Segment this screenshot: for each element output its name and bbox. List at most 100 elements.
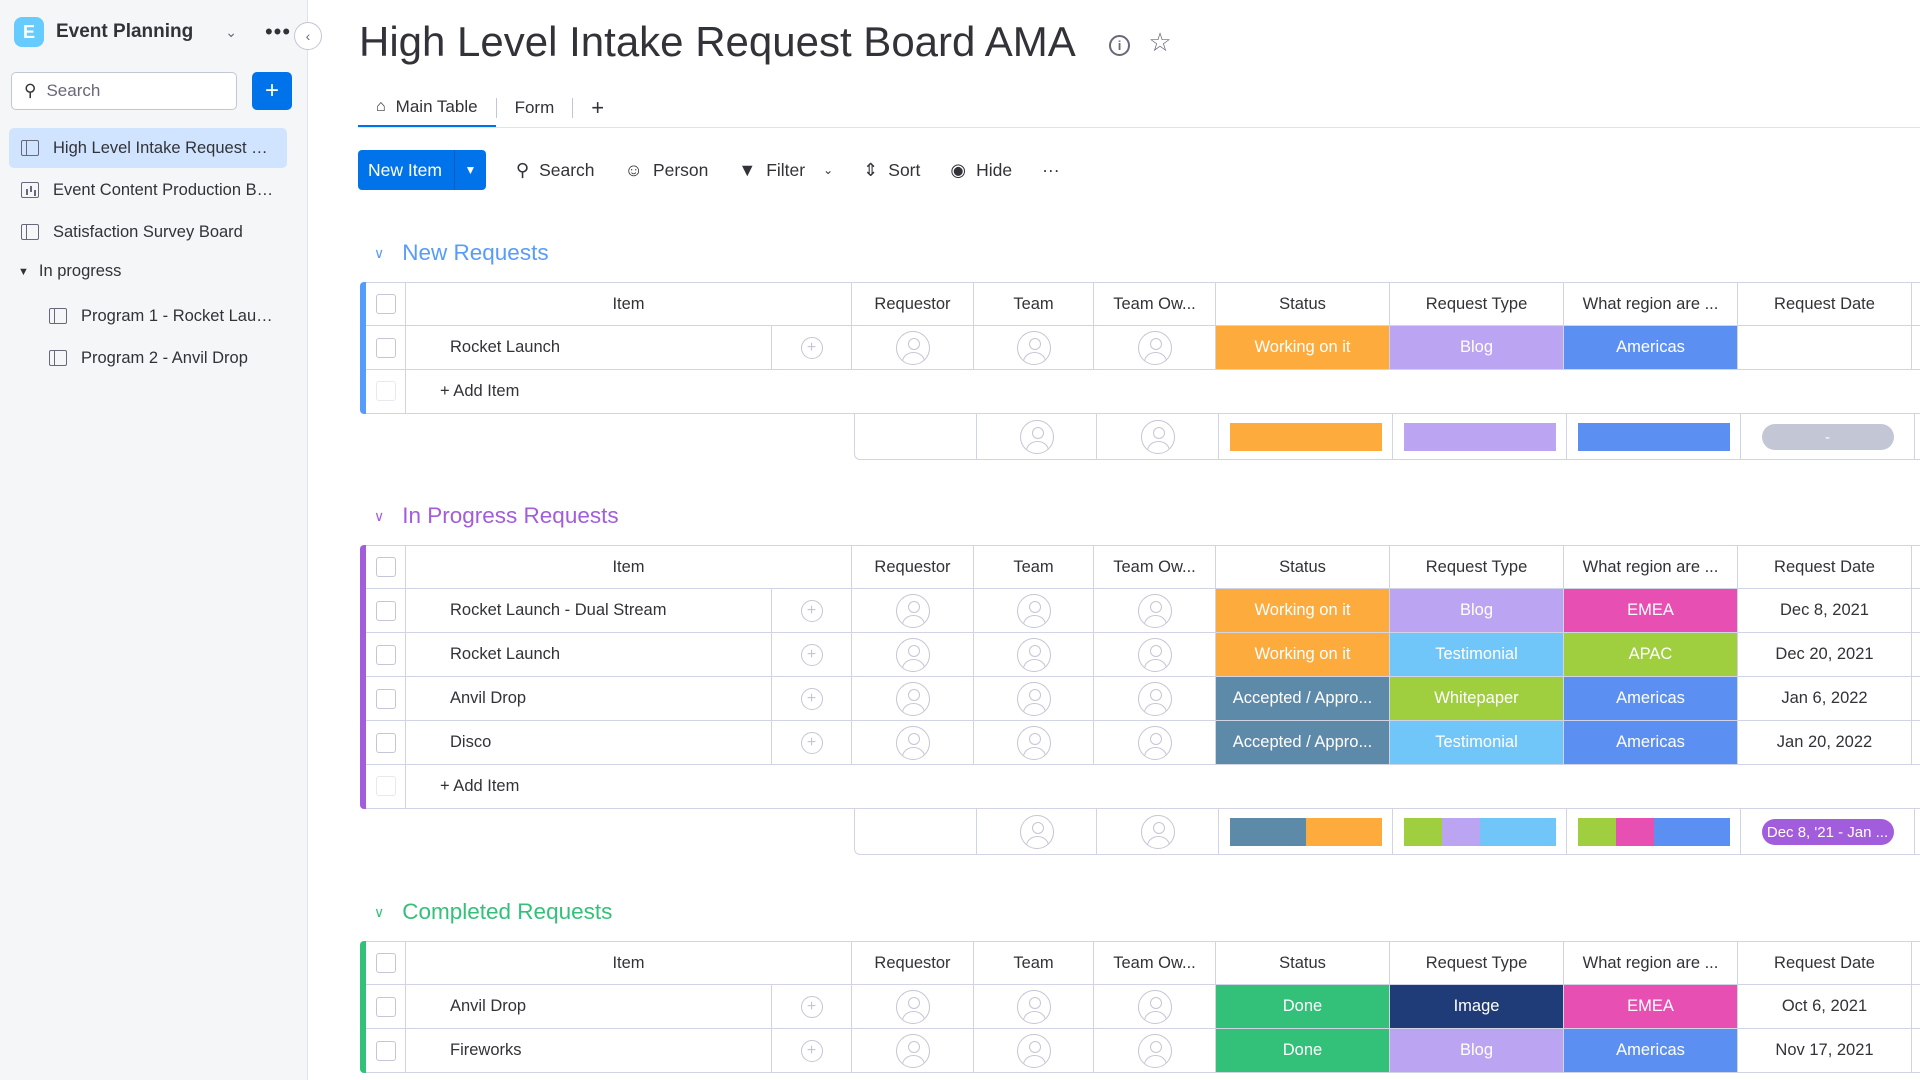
table-row[interactable]: Rocket Launch + Working on it Testimonial AP… bbox=[366, 633, 1920, 677]
team-cell[interactable] bbox=[974, 721, 1094, 765]
add-update-cell[interactable]: + bbox=[772, 1029, 852, 1073]
row-checkbox-cell[interactable] bbox=[366, 985, 406, 1029]
request-date-cell[interactable] bbox=[1738, 326, 1912, 370]
checkbox[interactable] bbox=[375, 776, 396, 796]
column-header-team-owner[interactable]: Team Ow... bbox=[1094, 545, 1216, 589]
more-options-icon[interactable]: ••• bbox=[264, 19, 292, 44]
row-checkbox-cell[interactable] bbox=[366, 677, 406, 721]
team-cell[interactable] bbox=[974, 326, 1094, 370]
checkbox[interactable] bbox=[375, 337, 396, 358]
add-update-icon[interactable]: + bbox=[800, 336, 823, 359]
filter-button[interactable]: ▼ Filter ⌄ bbox=[738, 160, 833, 181]
request-type-cell[interactable]: Blog bbox=[1390, 1029, 1564, 1073]
team-cell[interactable] bbox=[974, 633, 1094, 677]
person-icon[interactable] bbox=[895, 637, 930, 672]
person-icon[interactable] bbox=[1137, 681, 1172, 716]
add-item-label[interactable]: + Add Item bbox=[440, 382, 520, 400]
item-name-cell[interactable]: Rocket Launch - Dual Stream bbox=[406, 589, 772, 633]
info-icon[interactable]: i bbox=[1109, 35, 1130, 56]
column-header-region[interactable]: What region are ... bbox=[1564, 545, 1738, 589]
column-header-request-date[interactable]: Request Date bbox=[1738, 282, 1912, 326]
team-owner-cell[interactable] bbox=[1094, 677, 1216, 721]
person-icon[interactable] bbox=[1016, 593, 1051, 628]
person-icon[interactable] bbox=[1137, 637, 1172, 672]
region-cell[interactable]: Americas bbox=[1564, 1029, 1738, 1073]
column-header-item[interactable]: Item bbox=[406, 941, 852, 985]
distribution-bar[interactable] bbox=[1229, 423, 1382, 451]
requestor-cell[interactable] bbox=[852, 985, 974, 1029]
column-header-request-type[interactable]: Request Type bbox=[1390, 941, 1564, 985]
column-header-status[interactable]: Status bbox=[1216, 941, 1390, 985]
person-icon[interactable] bbox=[1140, 420, 1175, 454]
request-date-cell[interactable]: Oct 6, 2021 bbox=[1738, 985, 1912, 1029]
team-owner-cell[interactable] bbox=[1094, 589, 1216, 633]
person-icon[interactable] bbox=[1016, 725, 1051, 760]
sort-button[interactable]: ⇕ Sort bbox=[863, 160, 920, 181]
request-type-cell[interactable]: Testimonial bbox=[1390, 633, 1564, 677]
checkbox[interactable] bbox=[375, 732, 396, 753]
item-name-cell[interactable]: Rocket Launch bbox=[406, 326, 772, 370]
team-owner-cell[interactable] bbox=[1094, 985, 1216, 1029]
item-name-cell[interactable]: Anvil Drop bbox=[406, 985, 772, 1029]
add-update-cell[interactable]: + bbox=[772, 985, 852, 1029]
add-item-row[interactable]: + Add Item bbox=[366, 764, 1920, 809]
summary-region[interactable] bbox=[1567, 809, 1741, 855]
person-icon[interactable] bbox=[1137, 330, 1172, 365]
sidebar-search-input[interactable] bbox=[46, 81, 217, 101]
column-header-status[interactable]: Status bbox=[1216, 282, 1390, 326]
row-checkbox-cell[interactable] bbox=[366, 633, 406, 677]
team-cell[interactable] bbox=[974, 589, 1094, 633]
column-header-request-type[interactable]: Request Type bbox=[1390, 545, 1564, 589]
table-row[interactable]: Fireworks + Done Blog Americas Nov 17, 2021 bbox=[366, 1029, 1920, 1073]
person-icon[interactable] bbox=[1016, 681, 1051, 716]
sidebar-search[interactable]: ⚲ bbox=[11, 72, 237, 110]
person-icon[interactable] bbox=[1137, 593, 1172, 628]
team-owner-cell[interactable] bbox=[1094, 721, 1216, 765]
sidebar-item-program-1[interactable]: Program 1 - Rocket Launch bbox=[37, 296, 287, 336]
status-cell[interactable]: Done bbox=[1216, 1029, 1390, 1073]
checkbox[interactable] bbox=[375, 644, 396, 665]
add-item-row[interactable]: + Add Item bbox=[366, 369, 1920, 414]
team-owner-cell[interactable] bbox=[1094, 633, 1216, 677]
region-cell[interactable]: EMEA bbox=[1564, 985, 1738, 1029]
region-cell[interactable]: APAC bbox=[1564, 633, 1738, 677]
team-owner-cell[interactable] bbox=[1094, 326, 1216, 370]
request-type-cell[interactable]: Blog bbox=[1390, 589, 1564, 633]
add-item-checkbox-cell[interactable] bbox=[366, 764, 406, 809]
person-icon[interactable] bbox=[1137, 1033, 1172, 1068]
date-range-pill[interactable]: - bbox=[1761, 424, 1894, 450]
column-header-requestor[interactable]: Requestor bbox=[852, 282, 974, 326]
checkbox[interactable] bbox=[375, 600, 396, 621]
add-update-cell[interactable]: + bbox=[772, 326, 852, 370]
person-icon[interactable] bbox=[1016, 1033, 1051, 1068]
table-row[interactable]: Disco + Accepted / Appro... Testimonial Amer… bbox=[366, 721, 1920, 765]
requestor-cell[interactable] bbox=[852, 633, 974, 677]
person-icon[interactable] bbox=[1140, 815, 1175, 849]
add-board-button[interactable]: + bbox=[252, 72, 292, 110]
summary-status[interactable] bbox=[1219, 809, 1393, 855]
person-icon[interactable] bbox=[1016, 989, 1051, 1024]
add-update-icon[interactable]: + bbox=[800, 995, 823, 1018]
team-cell[interactable] bbox=[974, 677, 1094, 721]
row-checkbox-cell[interactable] bbox=[366, 721, 406, 765]
group-title[interactable]: ∨ New Requests bbox=[374, 240, 549, 266]
item-name-cell[interactable]: Anvil Drop bbox=[406, 677, 772, 721]
row-checkbox-cell[interactable] bbox=[366, 1029, 406, 1073]
column-header-team-owner[interactable]: Team Ow... bbox=[1094, 282, 1216, 326]
request-date-cell[interactable]: Jan 20, 2022 bbox=[1738, 721, 1912, 765]
region-cell[interactable]: EMEA bbox=[1564, 589, 1738, 633]
table-row[interactable]: Rocket Launch - Dual Stream + Working on i… bbox=[366, 589, 1920, 633]
request-date-cell[interactable]: Dec 20, 2021 bbox=[1738, 633, 1912, 677]
column-header-status[interactable]: Status bbox=[1216, 545, 1390, 589]
request-type-cell[interactable]: Testimonial bbox=[1390, 721, 1564, 765]
item-name-cell[interactable]: Fireworks bbox=[406, 1029, 772, 1073]
checkbox[interactable] bbox=[375, 953, 396, 973]
column-header-request-type[interactable]: Request Type bbox=[1390, 282, 1564, 326]
person-filter-button[interactable]: ☺ Person bbox=[625, 160, 709, 181]
more-actions-button[interactable]: ··· bbox=[1042, 159, 1060, 180]
date-range-pill[interactable]: Dec 8, '21 - Jan ... bbox=[1761, 819, 1894, 845]
sidebar-item-program-2[interactable]: Program 2 - Anvil Drop bbox=[37, 338, 287, 378]
person-icon[interactable] bbox=[1019, 420, 1054, 454]
requestor-cell[interactable] bbox=[852, 1029, 974, 1073]
column-header-request-date[interactable]: Request Date bbox=[1738, 545, 1912, 589]
